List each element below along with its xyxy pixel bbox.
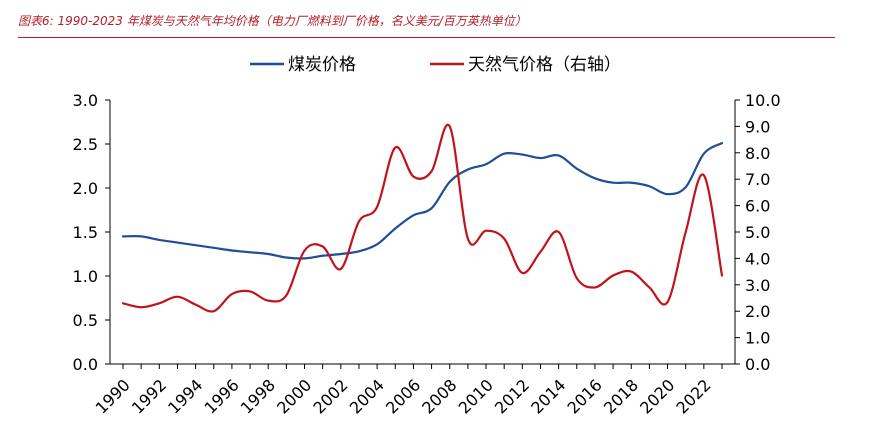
right-y-tick-label: 0.0 xyxy=(745,355,770,374)
right-y-tick-label: 3.0 xyxy=(745,276,770,295)
right-y-tick-label: 7.0 xyxy=(745,170,770,189)
gas-price-line xyxy=(121,123,724,313)
right-y-tick-label: 10.0 xyxy=(745,91,781,110)
left-y-tick-label: 0.0 xyxy=(73,355,98,374)
legend-label-gas: 天然气价格（右轴） xyxy=(468,55,621,75)
left-y-tick-label: 1.0 xyxy=(73,267,98,286)
x-tick-label: 2006 xyxy=(382,375,424,417)
x-tick-label: 1998 xyxy=(237,375,279,417)
left-y-tick-label: 3.0 xyxy=(73,91,98,110)
legend-label-coal: 煤炭价格 xyxy=(288,55,356,75)
figure-caption: 图表6: 1990-2023 年煤炭与天然气年均价格（电力厂燃料到厂价格，名义美… xyxy=(18,14,527,28)
x-tick-label: 1996 xyxy=(201,375,243,417)
left-y-tick-label: 1.5 xyxy=(73,223,98,242)
left-y-tick-label: 2.5 xyxy=(73,135,98,154)
x-tick-label: 1994 xyxy=(164,375,206,417)
chart-axes: 0.0 0.5 1.0 1.5 2.0 2.5 3.0 0.0 1.0 2.0 3.0 4.0 5.0 6… xyxy=(73,91,781,418)
x-tick-label: 2008 xyxy=(418,375,460,417)
right-y-tick-label: 5.0 xyxy=(745,223,770,242)
right-y-tick-label: 2.0 xyxy=(745,302,770,321)
left-y-tick-label: 2.0 xyxy=(73,179,98,198)
x-tick-label: 2004 xyxy=(346,375,388,417)
x-tick-label: 2014 xyxy=(527,375,569,417)
chart-legend: 煤炭价格 天然气价格（右轴） xyxy=(250,55,621,75)
right-y-tick-label: 1.0 xyxy=(745,329,770,348)
x-tick-label: 2022 xyxy=(672,375,714,417)
x-tick-label: 2020 xyxy=(636,375,678,417)
right-y-tick-label: 9.0 xyxy=(745,117,770,136)
x-tick-label: 2000 xyxy=(273,375,315,417)
x-tick-label: 2016 xyxy=(564,375,606,417)
x-tick-label: 2018 xyxy=(600,375,642,417)
x-tick-label: 2012 xyxy=(491,375,533,417)
x-tick-label: 1992 xyxy=(128,375,170,417)
left-y-tick-label: 0.5 xyxy=(73,311,98,330)
x-tick-label: 1990 xyxy=(92,375,134,417)
coal-price-line xyxy=(121,142,724,260)
chart-series xyxy=(121,123,724,313)
x-tick-label: 2002 xyxy=(309,375,351,417)
right-y-tick-label: 6.0 xyxy=(745,197,770,216)
x-tick-label: 2010 xyxy=(455,375,497,417)
right-y-tick-label: 8.0 xyxy=(745,144,770,163)
caption-rule xyxy=(18,37,835,38)
right-y-tick-label: 4.0 xyxy=(745,249,770,268)
